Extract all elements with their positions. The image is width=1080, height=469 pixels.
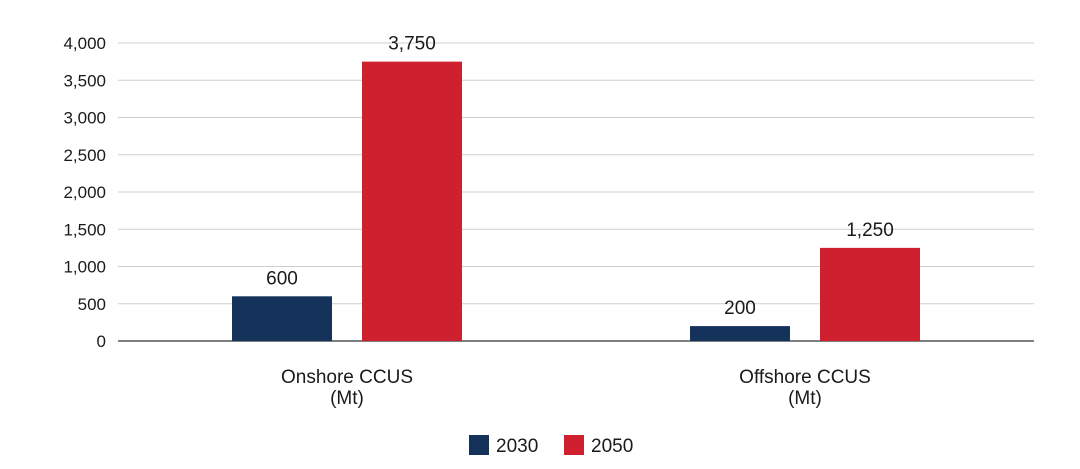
legend-label: 2050 [591,436,633,457]
data-label: 200 [724,298,756,319]
bar-2030-offshore [690,326,790,341]
category-label: (Mt) [788,388,822,409]
y-tick-label: 2,500 [63,146,106,165]
y-tick-label: 3,000 [63,109,106,128]
data-label: 600 [266,268,298,289]
data-labels: 600 3,750 200 1,250 [266,34,894,319]
category-label: Offshore CCUS [739,367,871,388]
y-tick-label: 1,500 [63,220,106,239]
legend-swatch [564,435,584,455]
y-tick-label: 4,000 [63,34,106,53]
y-tick-label: 0 [97,332,106,351]
legend: 2030 2050 [469,435,633,457]
y-tick-label: 2,000 [63,183,106,202]
y-tick-label: 3,500 [63,71,106,90]
y-tick-label: 500 [78,295,106,314]
y-axis: 0 500 1,000 1,500 2,000 2,500 3,000 3,500 4,000 [63,34,106,351]
bars [232,61,920,341]
x-axis: Onshore CCUS(Mt)Offshore CCUS(Mt) [281,367,871,409]
bar-2030-onshore [232,296,332,341]
legend-swatch [469,435,489,455]
y-tick-label: 1,000 [63,258,106,277]
data-label: 3,750 [388,34,436,55]
bar-2050-onshore [362,61,462,341]
data-label: 1,250 [846,220,894,241]
category-label: Onshore CCUS [281,367,413,388]
legend-label: 2030 [496,436,538,457]
bar-2050-offshore [820,247,920,341]
category-label: (Mt) [330,388,364,409]
